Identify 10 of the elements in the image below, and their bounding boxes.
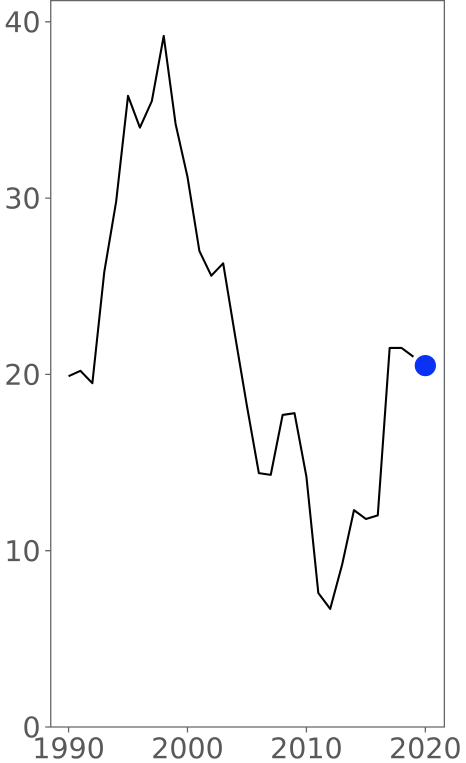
x-tick-label: 1990 <box>35 737 103 759</box>
y-tick-label: 0 <box>24 716 39 738</box>
y-tick-label: 20 <box>6 364 39 386</box>
y-tick-label: 30 <box>6 187 39 209</box>
x-tick-label: 2010 <box>272 737 341 759</box>
x-tick-label: 2000 <box>153 737 222 759</box>
x-tick-label: 2020 <box>391 737 460 759</box>
line-series <box>68 34 414 610</box>
y-tick-label: 40 <box>6 11 39 33</box>
y-tick-label: 10 <box>7 540 39 562</box>
